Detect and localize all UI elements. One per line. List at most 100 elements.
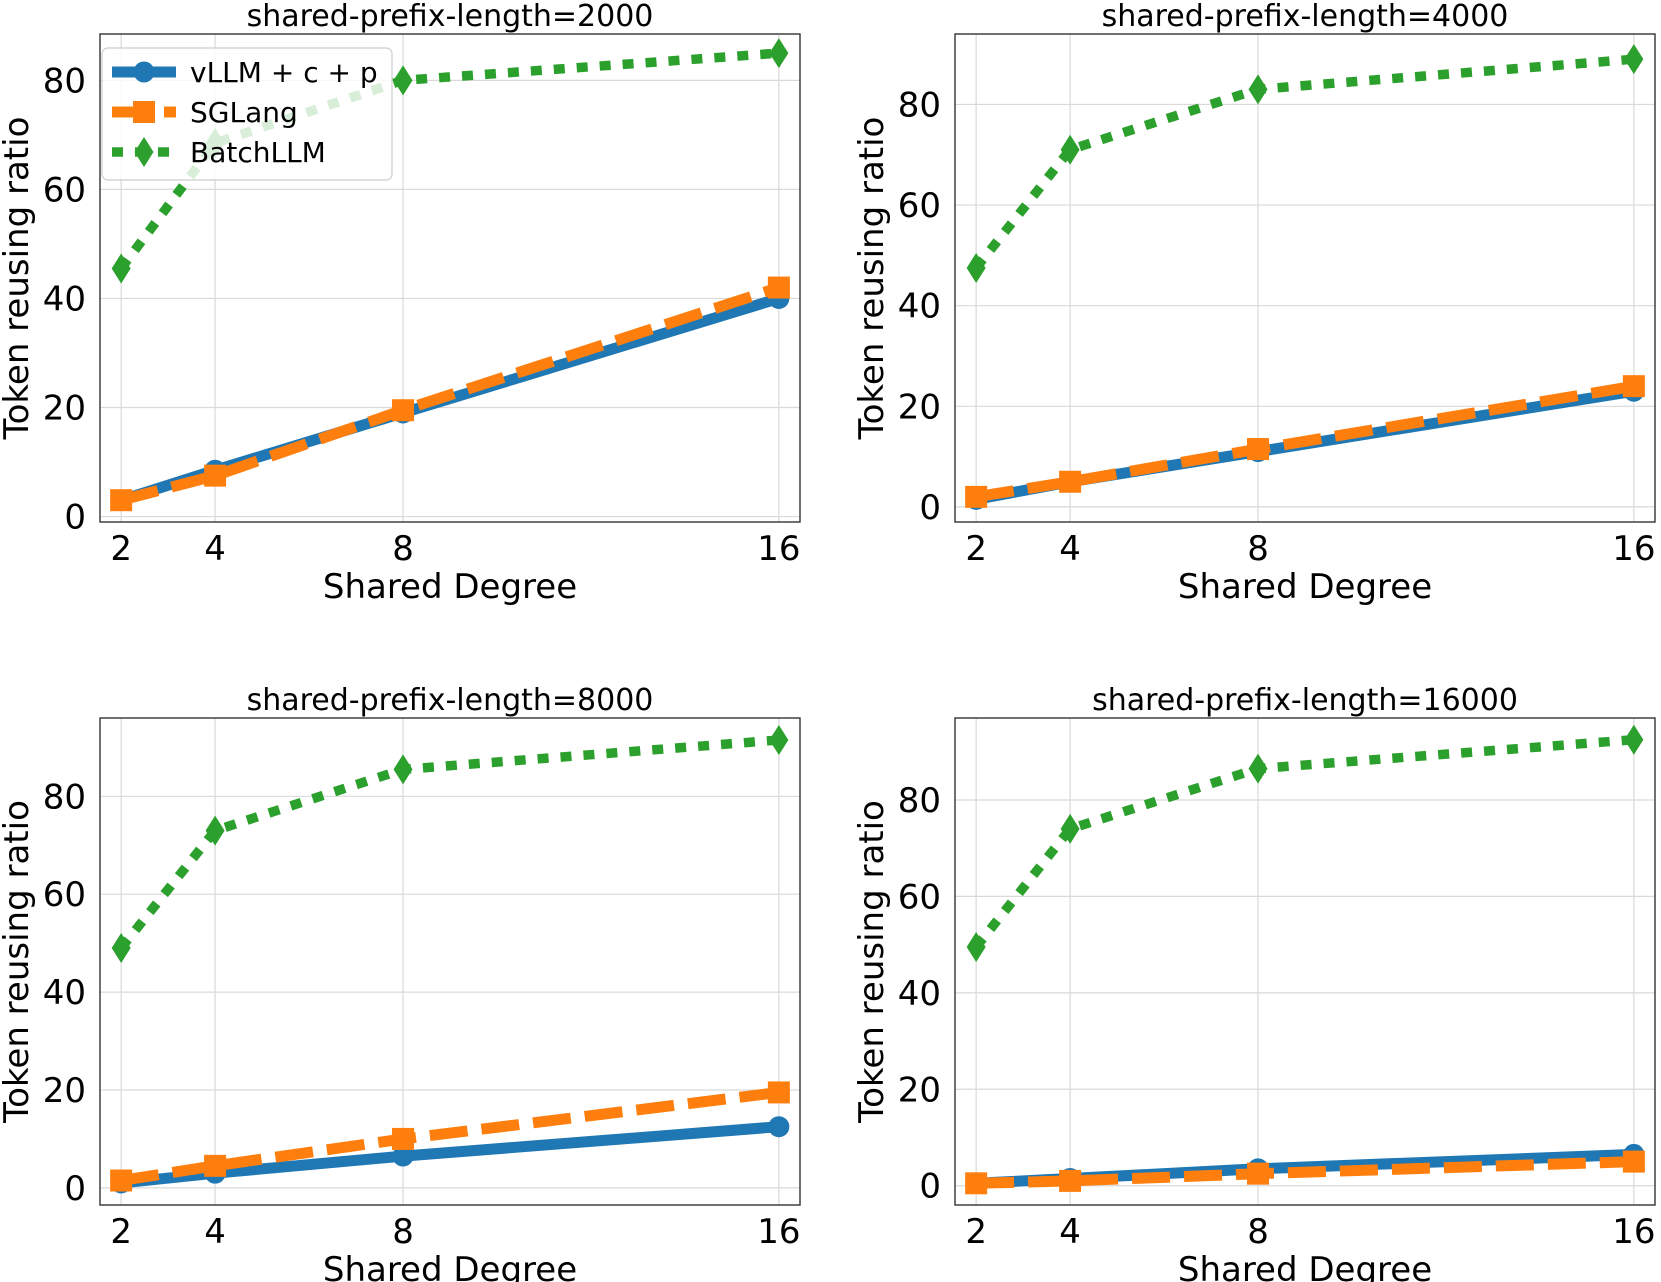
data-point-sglang — [1059, 470, 1082, 493]
x-tick-label: 8 — [1247, 1212, 1269, 1252]
x-tick-label: 2 — [110, 529, 132, 569]
legend-label: vLLM + c + p — [190, 56, 378, 89]
data-point-batchllm — [1624, 724, 1644, 755]
x-tick-label: 4 — [1059, 529, 1081, 569]
x-axis-label: Shared Degree — [323, 567, 577, 607]
y-tick-label: 40 — [43, 973, 86, 1013]
data-point-batchllm — [111, 933, 131, 964]
data-point-sglang — [1247, 1162, 1270, 1185]
x-tick-label: 8 — [1247, 529, 1269, 569]
data-point-batchllm — [393, 65, 413, 96]
data-point-sglang — [110, 489, 133, 512]
legend: vLLM + c + p SGLang BatchLLM — [101, 47, 393, 181]
y-tick-labels: 0 20 40 60 80 — [898, 781, 941, 1207]
y-tick-label: 20 — [43, 1071, 86, 1111]
y-tick-label: 80 — [898, 85, 941, 125]
x-tick-label: 16 — [1612, 1212, 1655, 1252]
series-line-vllm — [119, 293, 781, 506]
data-point-batchllm — [1060, 134, 1080, 165]
data-point-sglang — [1622, 375, 1645, 398]
data-point-sglang — [1247, 438, 1270, 461]
chart-panel-4000: 2 4 8 16 0 20 40 60 80 shared-prefix-length=400… — [852, 0, 1656, 607]
x-tick-label: 8 — [392, 529, 414, 569]
y-tick-labels: 0 20 40 60 80 — [43, 61, 86, 537]
y-tick-label: 60 — [898, 186, 941, 226]
y-tick-label: 0 — [64, 498, 86, 538]
data-point-batchllm — [1248, 74, 1268, 105]
data-point-batchllm — [769, 38, 789, 69]
chart-title: shared-prefix-length=8000 — [247, 683, 654, 718]
x-tick-label: 8 — [392, 1212, 414, 1252]
y-tick-label: 40 — [898, 974, 941, 1014]
chart-panel-8000: 2 4 8 16 0 20 40 60 80 shared-prefix-length=800… — [0, 683, 801, 1282]
legend-item-sglang: SGLang — [112, 96, 298, 129]
legend-swatch-marker — [134, 137, 154, 167]
y-tick-label: 40 — [43, 279, 86, 319]
x-tick-labels: 2 4 8 16 — [965, 1212, 1655, 1252]
x-tick-labels: 2 4 8 16 — [965, 529, 1655, 569]
x-axis-label: Shared Degree — [323, 1250, 577, 1282]
data-point-vllm — [768, 1116, 790, 1138]
y-tick-label: 60 — [43, 170, 86, 210]
data-point-vllm — [392, 1145, 414, 1167]
y-tick-label: 0 — [919, 488, 941, 528]
x-tick-label: 16 — [1612, 529, 1655, 569]
y-tick-label: 80 — [43, 61, 86, 101]
y-axis-label: Token reusing ratio — [852, 800, 892, 1124]
data-point-sglang — [1059, 1169, 1082, 1192]
data-point-batchllm — [1248, 753, 1268, 784]
y-axis-label: Token reusing ratio — [852, 117, 892, 441]
y-tick-label: 20 — [898, 1070, 941, 1110]
y-tick-label: 80 — [898, 781, 941, 821]
data-point-sglang — [110, 1169, 133, 1192]
chart-panel-16000: 2 4 8 16 0 20 40 60 80 shared-prefix-length=160… — [852, 683, 1656, 1282]
series-line-vllm — [120, 1121, 780, 1189]
y-axis-label: Token reusing ratio — [0, 800, 37, 1124]
data-point-batchllm — [393, 754, 413, 785]
legend-swatch-marker — [133, 61, 155, 83]
chart-title: shared-prefix-length=4000 — [1102, 0, 1509, 34]
y-tick-labels: 0 20 40 60 80 — [898, 85, 941, 527]
x-tick-labels: 2 4 8 16 — [110, 529, 800, 569]
plot-frame — [954, 717, 1656, 1206]
chart-title: shared-prefix-length=2000 — [247, 0, 654, 34]
y-tick-label: 0 — [919, 1167, 941, 1207]
plot-frame — [99, 33, 801, 523]
data-point-sglang — [392, 1127, 415, 1150]
data-point-sglang — [767, 1081, 790, 1104]
data-point-batchllm — [205, 815, 225, 846]
y-tick-label: 20 — [43, 388, 86, 428]
data-point-sglang — [1622, 1150, 1645, 1173]
legend-swatch-marker — [133, 101, 155, 123]
x-tick-label: 2 — [965, 1212, 987, 1252]
y-tick-label: 60 — [43, 875, 86, 915]
series-line-sglang — [975, 1156, 1635, 1189]
legend-item-vllm: vLLM + c + p — [112, 56, 378, 89]
x-tick-label: 4 — [1059, 1212, 1081, 1252]
plot-frame — [954, 33, 1656, 523]
series-line-batchllm — [972, 734, 1635, 950]
x-axis-label: Shared Degree — [1178, 1250, 1432, 1282]
data-point-sglang — [392, 399, 415, 422]
x-tick-label: 16 — [757, 529, 800, 569]
x-tick-labels: 2 4 8 16 — [110, 1212, 800, 1252]
y-axis-label: Token reusing ratio — [0, 117, 37, 441]
legend-label: SGLang — [190, 96, 298, 129]
x-tick-label: 4 — [204, 1212, 226, 1252]
x-axis-label: Shared Degree — [1178, 567, 1432, 607]
data-point-batchllm — [769, 725, 789, 756]
data-point-sglang — [965, 1172, 988, 1195]
grid-layer — [955, 718, 1655, 1205]
series-line-sglang — [120, 1086, 780, 1186]
data-point-batchllm — [1624, 44, 1644, 75]
x-tick-label: 4 — [204, 529, 226, 569]
data-point-sglang — [204, 1154, 227, 1177]
series-layer — [965, 44, 1645, 510]
series-line-batchllm — [972, 54, 1635, 271]
y-tick-labels: 0 20 40 60 80 — [43, 777, 86, 1209]
series-line-batchllm — [117, 735, 780, 951]
series-layer — [110, 725, 790, 1194]
series-line-sglang — [975, 380, 1635, 503]
x-tick-label: 2 — [110, 1212, 132, 1252]
